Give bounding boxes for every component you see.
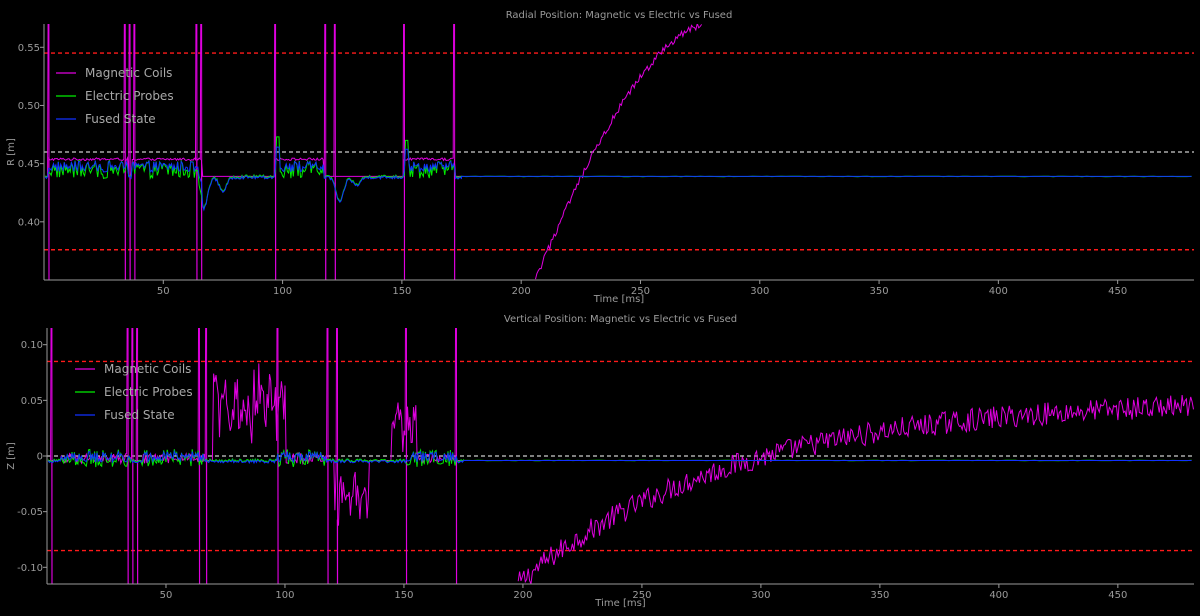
y-tick-label: 0	[37, 452, 43, 463]
x-tick-label: 300	[751, 590, 770, 601]
legend-entry: Electric Probes	[104, 385, 193, 399]
x-tick-label: 450	[1108, 590, 1127, 601]
legend: Magnetic Coils Electric Probes Fused State	[75, 362, 193, 422]
legend-entry: Magnetic Coils	[104, 362, 191, 376]
series-fused-state	[44, 146, 1192, 212]
x-tick-label: 100	[275, 590, 294, 601]
x-tick-label: 400	[989, 286, 1008, 297]
x-tick-label: 350	[870, 286, 889, 297]
x-tick-label: 200	[513, 590, 532, 601]
x-tick-label: 450	[1108, 286, 1127, 297]
x-tick-label: 150	[394, 590, 413, 601]
series-magnetic-coils-drift	[517, 395, 1194, 584]
legend: Magnetic Coils Electric Probes Fused State	[56, 66, 174, 126]
legend-entry: Fused State	[85, 112, 156, 126]
series-electric-probes	[44, 136, 1192, 211]
y-tick-label: 0.50	[18, 101, 40, 112]
plot-area	[44, 24, 1192, 280]
y-tick-label: 0.10	[21, 340, 43, 351]
legend-entry: Magnetic Coils	[85, 66, 172, 80]
chart-title: Radial Position: Magnetic vs Electric vs…	[506, 10, 733, 21]
x-tick-label: 100	[273, 286, 292, 297]
y-tick-label: 0.55	[18, 43, 40, 54]
x-tick-label: 250	[632, 590, 651, 601]
y-tick-label: 0.45	[18, 159, 40, 170]
x-tick-label: 300	[750, 286, 769, 297]
legend-entry: Electric Probes	[85, 89, 174, 103]
y-tick-label: 0.05	[21, 396, 43, 407]
legend-entry: Fused State	[104, 408, 175, 422]
y-axis-label: R [m]	[6, 138, 17, 166]
y-tick-label: 0.40	[18, 217, 40, 228]
series-magnetic-coils	[48, 328, 464, 584]
chart-title: Vertical Position: Magnetic vs Electric …	[504, 314, 737, 325]
x-tick-label: 200	[512, 286, 531, 297]
series-magnetic-coils-drift	[535, 24, 703, 280]
series-magnetic-coils	[45, 24, 462, 280]
y-tick-label: -0.05	[17, 507, 43, 518]
x-axis-label: Time [ms]	[594, 598, 646, 609]
plot-area	[47, 328, 1194, 584]
series-electric-probes	[47, 448, 1192, 468]
series-fused-state	[47, 449, 1192, 465]
x-tick-label: 150	[392, 286, 411, 297]
x-tick-label: 400	[989, 590, 1008, 601]
x-axis-label: Time [ms]	[593, 294, 645, 305]
radial-position-panel: Radial Position: Magnetic vs Electric vs…	[6, 10, 1194, 305]
vertical-position-panel: Vertical Position: Magnetic vs Electric …	[6, 314, 1194, 609]
y-axis-label: Z [m]	[6, 442, 17, 470]
x-tick-label: 250	[631, 286, 650, 297]
x-tick-label: 50	[157, 286, 170, 297]
x-tick-label: 50	[160, 590, 173, 601]
y-tick-label: -0.10	[17, 563, 43, 574]
x-tick-label: 350	[870, 590, 889, 601]
